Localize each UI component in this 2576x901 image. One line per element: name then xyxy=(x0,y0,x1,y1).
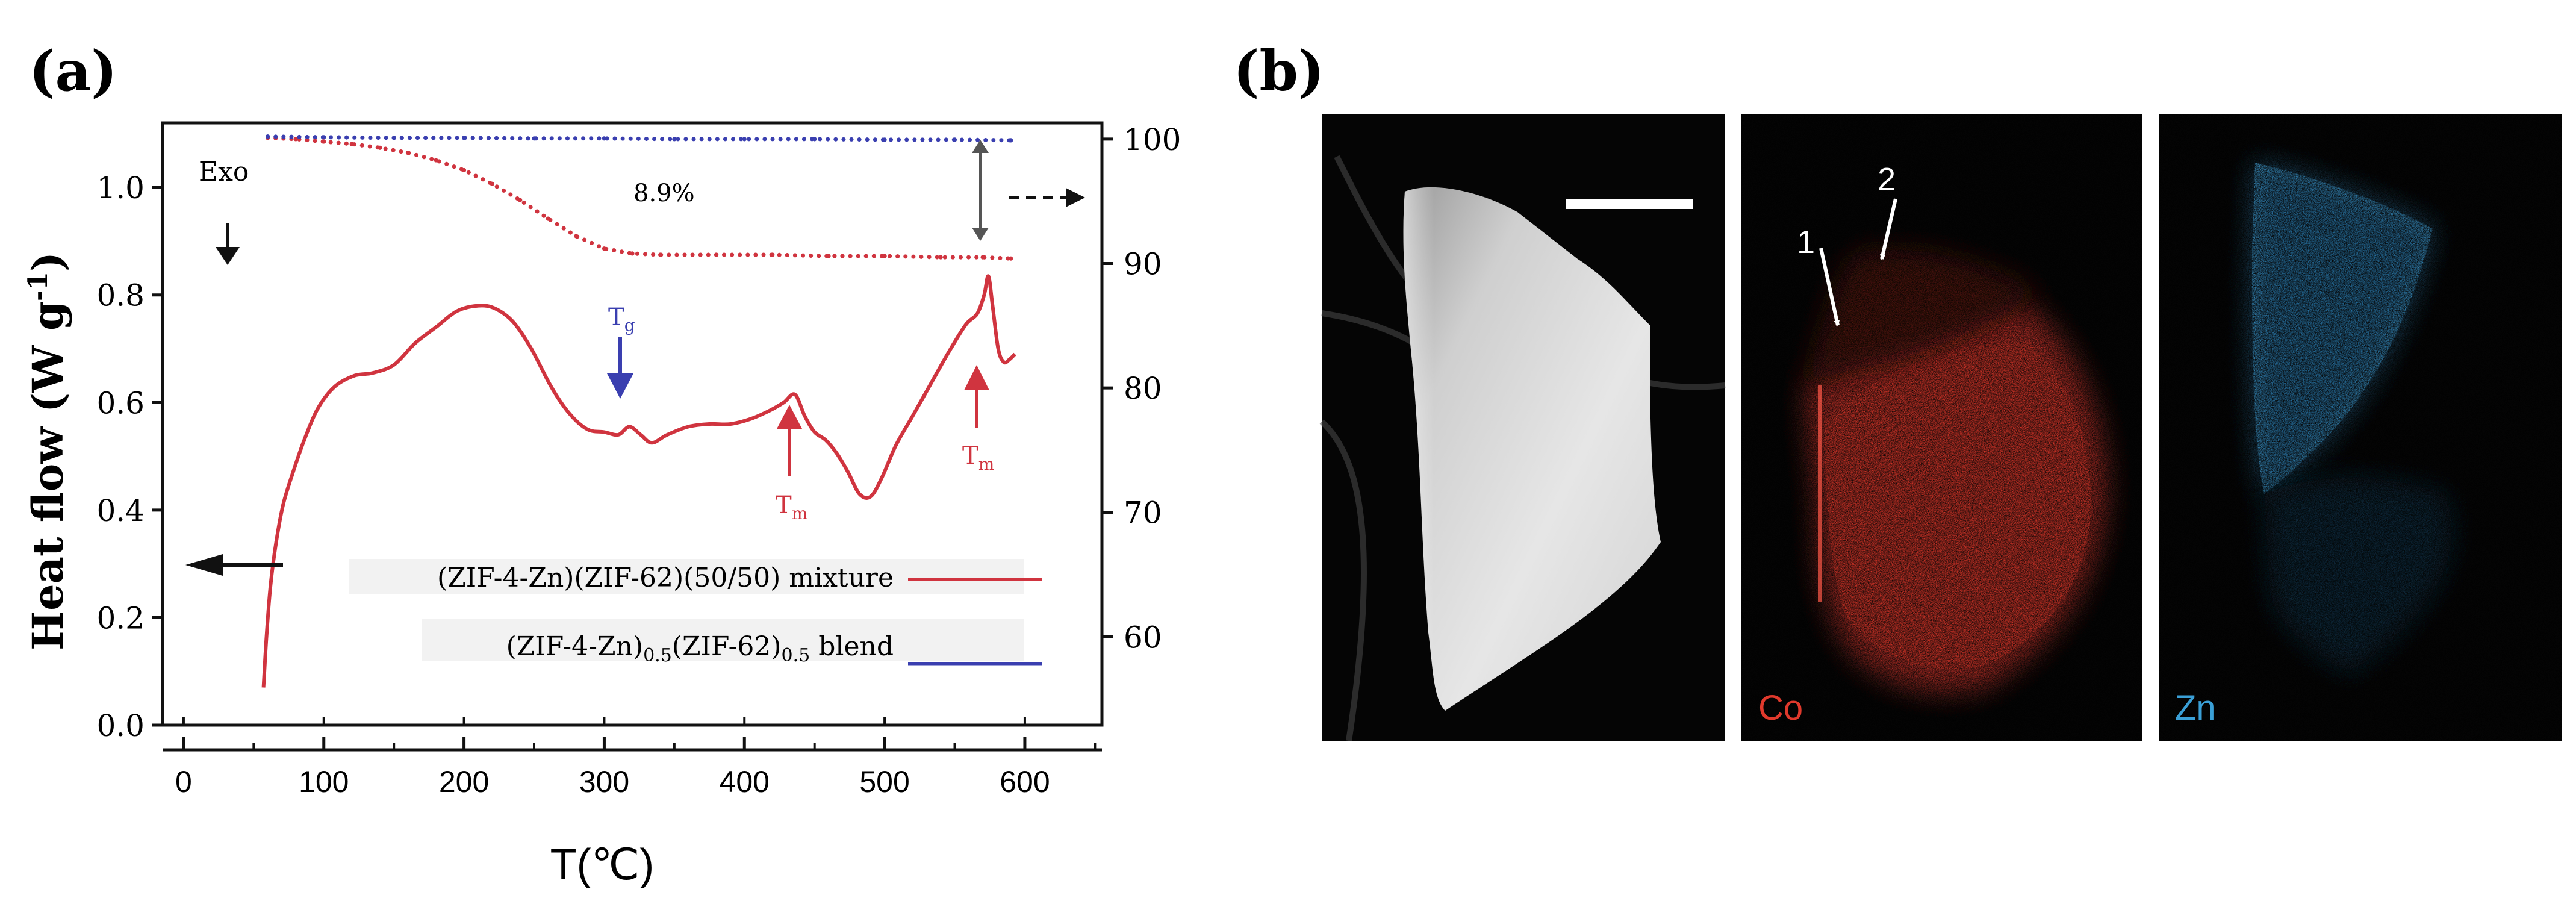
x-tick-label: 400 xyxy=(720,765,770,799)
series-1-dots xyxy=(266,136,1013,261)
mass-loss-arrow-bottom xyxy=(972,228,989,241)
y-left-tick-label: 1.0 xyxy=(96,170,145,205)
series-2-point xyxy=(322,135,326,140)
right-axis-arrow-head xyxy=(1066,188,1085,207)
series-2-point xyxy=(391,136,396,140)
co-arrow-label-2: 2 xyxy=(1878,161,1896,198)
data-series xyxy=(261,134,1016,688)
series-1-point xyxy=(980,255,985,260)
series-1-point xyxy=(322,139,326,144)
legend-label-blend: (ZIF-4-Zn)0.5(ZIF-62)0.5 blend xyxy=(506,631,894,666)
series-2-point xyxy=(602,136,607,141)
series-1-point xyxy=(293,137,298,142)
x-tick-label: 100 xyxy=(299,765,349,799)
plot-frame xyxy=(161,121,1104,727)
series-2-point xyxy=(812,137,817,142)
co-arrow-label-1: 1 xyxy=(1797,224,1815,260)
y-left-tick-label: 0.0 xyxy=(96,708,145,743)
y-left-tick-label: 0.2 xyxy=(96,600,145,635)
series-1-point xyxy=(658,252,663,257)
series-2-point xyxy=(952,137,957,142)
y-axis-left: 0.0 0.2 0.4 0.6 0.8 1.0 xyxy=(96,170,163,743)
series-2-point xyxy=(532,136,537,141)
zn-map xyxy=(2159,114,2562,741)
series-2-point xyxy=(462,136,467,140)
series-1-point xyxy=(546,216,550,221)
y-right-tick-label: 90 xyxy=(1124,246,1162,281)
series-1-point xyxy=(462,167,467,173)
y-axis-label: Heat flow (W g-1) xyxy=(23,252,73,650)
series-1-point xyxy=(770,252,775,257)
co-arrow-2 xyxy=(1879,198,1897,260)
series-2-point xyxy=(672,137,677,142)
series-2-dots xyxy=(266,134,1013,143)
series-1-point xyxy=(826,254,831,258)
series-2-point xyxy=(742,137,747,142)
tm2-arrow-head xyxy=(964,365,989,390)
series-1-point xyxy=(378,145,382,150)
panel-label-a: (a) xyxy=(29,39,117,104)
co-label: Co xyxy=(1758,688,1803,728)
legend-backdrop-2 xyxy=(422,619,1024,661)
y-right-tick-label: 60 xyxy=(1124,620,1162,655)
y-left-tick-label: 0.6 xyxy=(96,385,145,420)
y-axis-right: 60 70 80 90 100 xyxy=(1102,122,1181,655)
series-1-point xyxy=(938,255,943,260)
y-right-tick-label: 80 xyxy=(1124,371,1162,406)
tg-arrow-head xyxy=(607,373,633,399)
tm1-arrow-head xyxy=(777,405,802,429)
series-1-point xyxy=(630,251,635,256)
tg-label: Tg xyxy=(608,304,635,335)
y-right-tick-label: 70 xyxy=(1124,496,1162,531)
series-1-point xyxy=(1009,256,1013,261)
mass-loss-arrow-top xyxy=(972,140,989,153)
x-tick-label: 200 xyxy=(439,765,489,799)
y-left-tick-label: 0.8 xyxy=(96,278,145,313)
co-map xyxy=(1741,114,2142,741)
series-1-point xyxy=(518,198,523,202)
series-0-line xyxy=(261,274,1016,688)
legend-backdrop-1 xyxy=(349,559,1024,594)
legend-label-mixture: (ZIF-4-Zn)(ZIF-62)(50/50) mixture xyxy=(437,563,894,593)
tm1-label: Tm xyxy=(776,491,807,523)
series-1-point xyxy=(349,142,354,146)
panel-label-b: (b) xyxy=(1233,39,1324,104)
mass-loss-label: 8.9% xyxy=(633,179,695,207)
series-1-point xyxy=(882,254,887,258)
tm2-label: Tm xyxy=(962,442,994,474)
series-2-point xyxy=(266,134,270,139)
exo-label: Exo xyxy=(199,157,249,187)
y-left-tick-label: 0.4 xyxy=(96,493,145,528)
x-axis-label: T(℃) xyxy=(550,841,655,889)
series-1-point xyxy=(490,181,494,186)
x-tick-label: 300 xyxy=(579,765,629,799)
series-2-point xyxy=(1009,138,1013,143)
x-tick-label: 0 xyxy=(175,765,192,799)
y-right-tick-label: 100 xyxy=(1124,122,1181,157)
series-1-point xyxy=(434,158,438,163)
x-tick-label: 600 xyxy=(1000,765,1050,799)
x-tick-label: 500 xyxy=(859,765,909,799)
series-1-point xyxy=(405,151,411,155)
x-axis: 0 100 200 300 400 500 600 xyxy=(163,717,1102,799)
series-1-point xyxy=(714,252,719,257)
exo-arrow-head xyxy=(216,247,240,265)
left-axis-arrow-head xyxy=(185,554,223,576)
series-2-point xyxy=(882,137,887,142)
series-1-point xyxy=(574,234,579,238)
haadf-image xyxy=(1319,114,1726,741)
series-1-point xyxy=(602,246,607,251)
zn-label: Zn xyxy=(2175,688,2216,728)
scale-bar xyxy=(1566,199,1693,209)
co-arrow-1 xyxy=(1819,248,1840,326)
